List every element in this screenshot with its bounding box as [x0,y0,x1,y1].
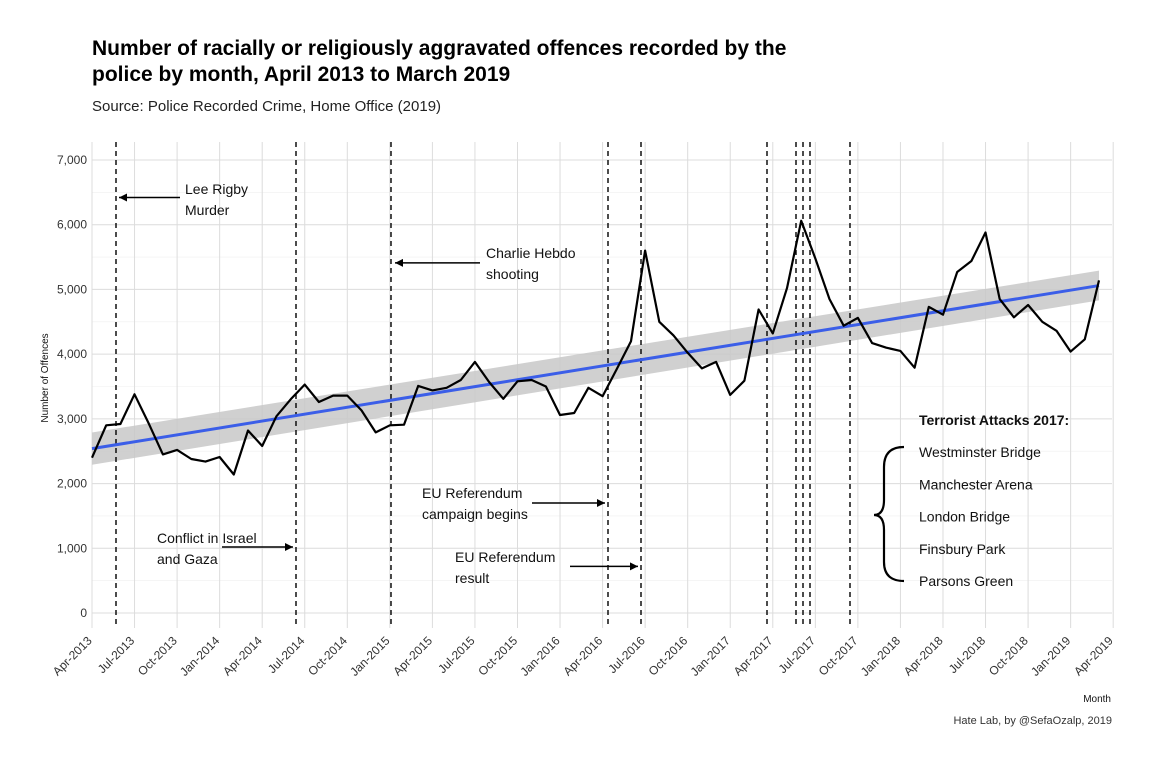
arrow-head [395,258,403,267]
x-tick-label: Oct-2017 [816,633,861,678]
x-tick-label: Oct-2018 [986,633,1031,678]
chart-caption: Hate Lab, by @SefaOzalp, 2019 [953,715,1112,727]
x-tick-label: Apr-2013 [50,633,95,678]
terror-box-title: Terrorist Attacks 2017: [919,412,1069,428]
chart-title: Number of racially or religiously aggrav… [92,37,787,86]
x-tick-label: Jan-2019 [1028,633,1074,679]
x-tick-label: Jan-2016 [517,633,563,679]
x-tick-label: Jan-2015 [347,633,393,679]
x-tick-label: Jan-2014 [177,633,223,679]
terror-attack-item: Parsons Green [919,573,1013,589]
x-tick-label: Jul-2013 [95,633,138,676]
y-axis-label: Number of Offences [40,333,51,422]
y-tick-label: 4,000 [57,347,87,361]
y-tick-label: 0 [80,606,87,620]
x-tick-label: Apr-2017 [731,633,776,678]
x-tick-label: Jul-2018 [946,633,989,676]
arrow-head [597,498,605,507]
annotation-lee-rigby: Murder [185,202,230,218]
annotation-lee-rigby: Lee Rigby [185,181,248,197]
x-tick-label: Apr-2018 [901,633,946,678]
x-tick-label: Oct-2015 [475,633,520,678]
x-tick-label: Jul-2014 [265,633,308,676]
y-tick-label: 2,000 [57,477,87,491]
arrow-head [630,562,638,571]
annotation-charlie-hebdo: shooting [486,266,539,282]
x-tick-label: Oct-2013 [135,633,180,678]
annotation-eu-campaign: EU Referendum [422,485,522,501]
y-tick-label: 1,000 [57,541,87,555]
annotation-charlie-hebdo: Charlie Hebdo [486,245,576,261]
x-tick-label: Apr-2019 [1071,633,1116,678]
offences-line [90,219,1101,476]
x-tick-label: Jul-2015 [435,633,478,676]
annotation-eu-result: EU Referendum [455,549,555,565]
annotation-israel-gaza: Conflict in Israel [157,530,257,546]
x-tick-label: Oct-2014 [305,633,350,678]
x-tick-label: Jan-2018 [858,633,904,679]
terror-attack-item: Westminster Bridge [919,444,1041,460]
chart-subtitle: Source: Police Recorded Crime, Home Offi… [92,98,442,115]
terror-attack-item: Finsbury Park [919,541,1006,557]
curly-brace [873,445,905,583]
y-tick-label: 3,000 [57,412,87,426]
y-tick-label: 6,000 [57,218,87,232]
y-tick-label: 5,000 [57,282,87,296]
x-tick-label: Jan-2017 [688,633,734,679]
arrow-head [285,542,293,551]
annotation-israel-gaza: and Gaza [157,551,218,567]
y-tick-label: 7,000 [57,153,87,167]
annotation-eu-result: result [455,570,489,586]
arrow-head [119,193,127,202]
annotation-eu-campaign: campaign begins [422,506,528,522]
terror-attack-item: London Bridge [919,509,1010,525]
terror-attack-item: Manchester Arena [919,476,1033,492]
x-tick-label: Apr-2014 [220,633,265,678]
x-axis-label: Month [1083,694,1111,705]
x-tick-label: Apr-2015 [390,633,435,678]
trend-line [91,284,1100,451]
x-tick-label: Oct-2016 [646,633,691,678]
x-tick-label: Jul-2017 [776,633,819,676]
x-tick-label: Apr-2016 [560,633,605,678]
x-tick-label: Jul-2016 [605,633,648,676]
